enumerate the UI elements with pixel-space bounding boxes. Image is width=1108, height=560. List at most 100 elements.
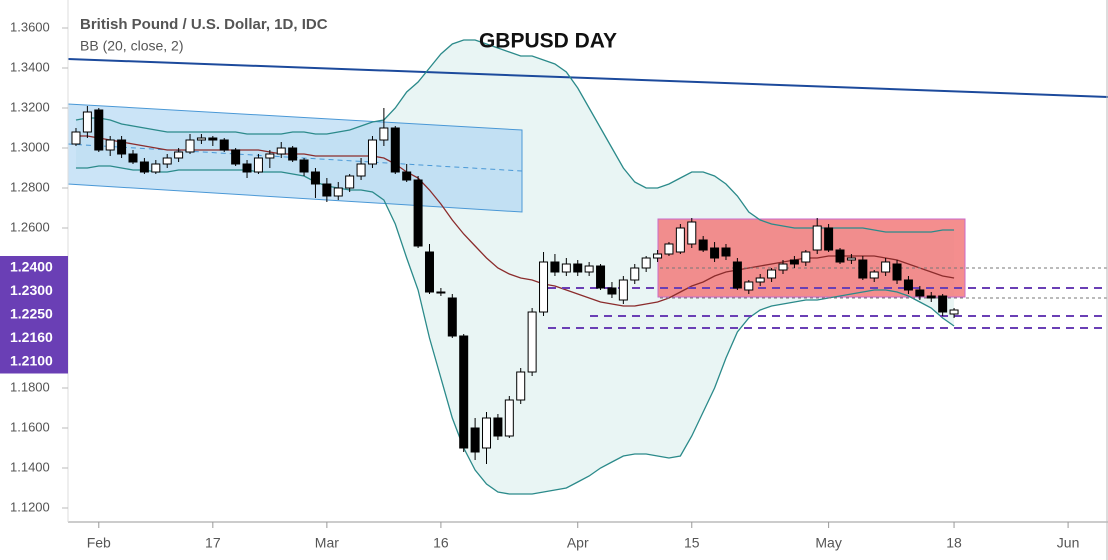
candle-body: [379, 127, 389, 141]
candle-body: [767, 269, 777, 279]
candle-body: [424, 251, 434, 293]
y-tick-label: 1.3600: [10, 19, 50, 34]
candle-body: [710, 247, 720, 259]
candle-body: [276, 147, 286, 155]
x-tick-label: Mar: [315, 535, 339, 551]
candle-body: [812, 225, 822, 251]
candle-body: [744, 281, 754, 291]
y-tick-label: 1.3400: [10, 59, 50, 74]
y-tick-label: 1.2800: [10, 179, 50, 194]
candle-body: [801, 251, 811, 263]
candle-body: [938, 295, 948, 313]
candle-body: [607, 287, 617, 295]
candle-body: [253, 157, 263, 173]
candle-body: [447, 297, 457, 337]
candle-body: [664, 243, 674, 255]
candle-body: [516, 371, 526, 401]
candle-body: [846, 257, 856, 261]
price-level-label: 1.2160: [10, 329, 53, 345]
price-level-label: 1.2300: [10, 282, 53, 298]
candle-body: [732, 261, 742, 289]
candle-body: [903, 279, 913, 291]
candle-body: [858, 259, 868, 279]
candle-body: [915, 289, 925, 297]
candle-body: [299, 159, 309, 173]
candle-body: [94, 109, 104, 151]
candle-body: [242, 163, 252, 173]
candle-body: [265, 153, 275, 159]
band-upper: [75, 39, 955, 233]
candle-body: [630, 267, 640, 281]
x-tick-label: 17: [205, 535, 221, 551]
y-tick-label: 1.3000: [10, 139, 50, 154]
candle-body: [596, 265, 606, 289]
candle-body: [208, 137, 218, 141]
price-level-box: [0, 279, 68, 303]
price-level-box: [0, 326, 68, 350]
candle-body: [128, 153, 138, 163]
candle-body: [653, 253, 663, 259]
x-tick-label: 15: [684, 535, 700, 551]
candle-body: [789, 259, 799, 265]
candle-body: [698, 239, 708, 251]
candle-body: [835, 249, 845, 263]
candle-body: [755, 277, 765, 283]
y-tick-label: 1.1200: [10, 499, 50, 514]
candle-body: [824, 227, 834, 251]
chart-subtitle: British Pound / U.S. Dollar, 1D, IDC: [80, 16, 328, 33]
y-tick-label: 1.1600: [10, 419, 50, 434]
candle-body: [675, 227, 685, 253]
x-tick-label: May: [815, 535, 841, 551]
candle-body: [345, 175, 355, 189]
candle-body: [949, 309, 959, 315]
candle-body: [390, 127, 400, 173]
band-lower: [75, 165, 955, 495]
candle-body: [584, 265, 594, 273]
candle-body: [721, 247, 731, 257]
candle-body: [82, 111, 92, 133]
candle-body: [105, 139, 115, 151]
candle-body: [367, 139, 377, 165]
candle-body: [892, 263, 902, 281]
candle-body: [618, 279, 628, 301]
price-level-box: [0, 256, 68, 280]
candle-body: [778, 263, 788, 271]
price-level-box: [0, 350, 68, 374]
y-tick-label: 1.1800: [10, 379, 50, 394]
candle-body: [174, 151, 184, 159]
y-tick-label: 1.2600: [10, 219, 50, 234]
candle-body: [117, 139, 127, 155]
candle-body: [687, 221, 697, 245]
candle-body: [926, 295, 936, 299]
candle-body: [139, 161, 149, 173]
candle-body: [436, 291, 446, 294]
candle-body: [356, 163, 366, 177]
candle-body: [550, 261, 560, 273]
x-tick-label: 18: [946, 535, 962, 551]
candle-body: [869, 271, 879, 279]
indicator-label: BB (20, close, 2): [80, 38, 184, 54]
candle-body: [527, 311, 537, 373]
candle-body: [71, 131, 81, 145]
trend-line: [67, 58, 1108, 98]
candle-body: [196, 137, 206, 141]
candle-body: [539, 261, 549, 313]
candle-body: [333, 187, 343, 197]
price-level-label: 1.2250: [10, 306, 53, 322]
y-tick-label: 1.1400: [10, 459, 50, 474]
candle-body: [413, 179, 423, 247]
candle-layer: [71, 106, 959, 464]
candle-body: [162, 157, 172, 165]
candle-body: [573, 263, 583, 273]
candle-body: [504, 399, 514, 437]
price-level-label: 1.2100: [10, 353, 53, 369]
x-tick-label: Jun: [1057, 535, 1080, 551]
candle-body: [470, 427, 480, 453]
candle-body: [881, 261, 891, 273]
candle-body: [641, 257, 651, 269]
candle-body: [322, 183, 332, 197]
x-tick-label: 16: [433, 535, 449, 551]
